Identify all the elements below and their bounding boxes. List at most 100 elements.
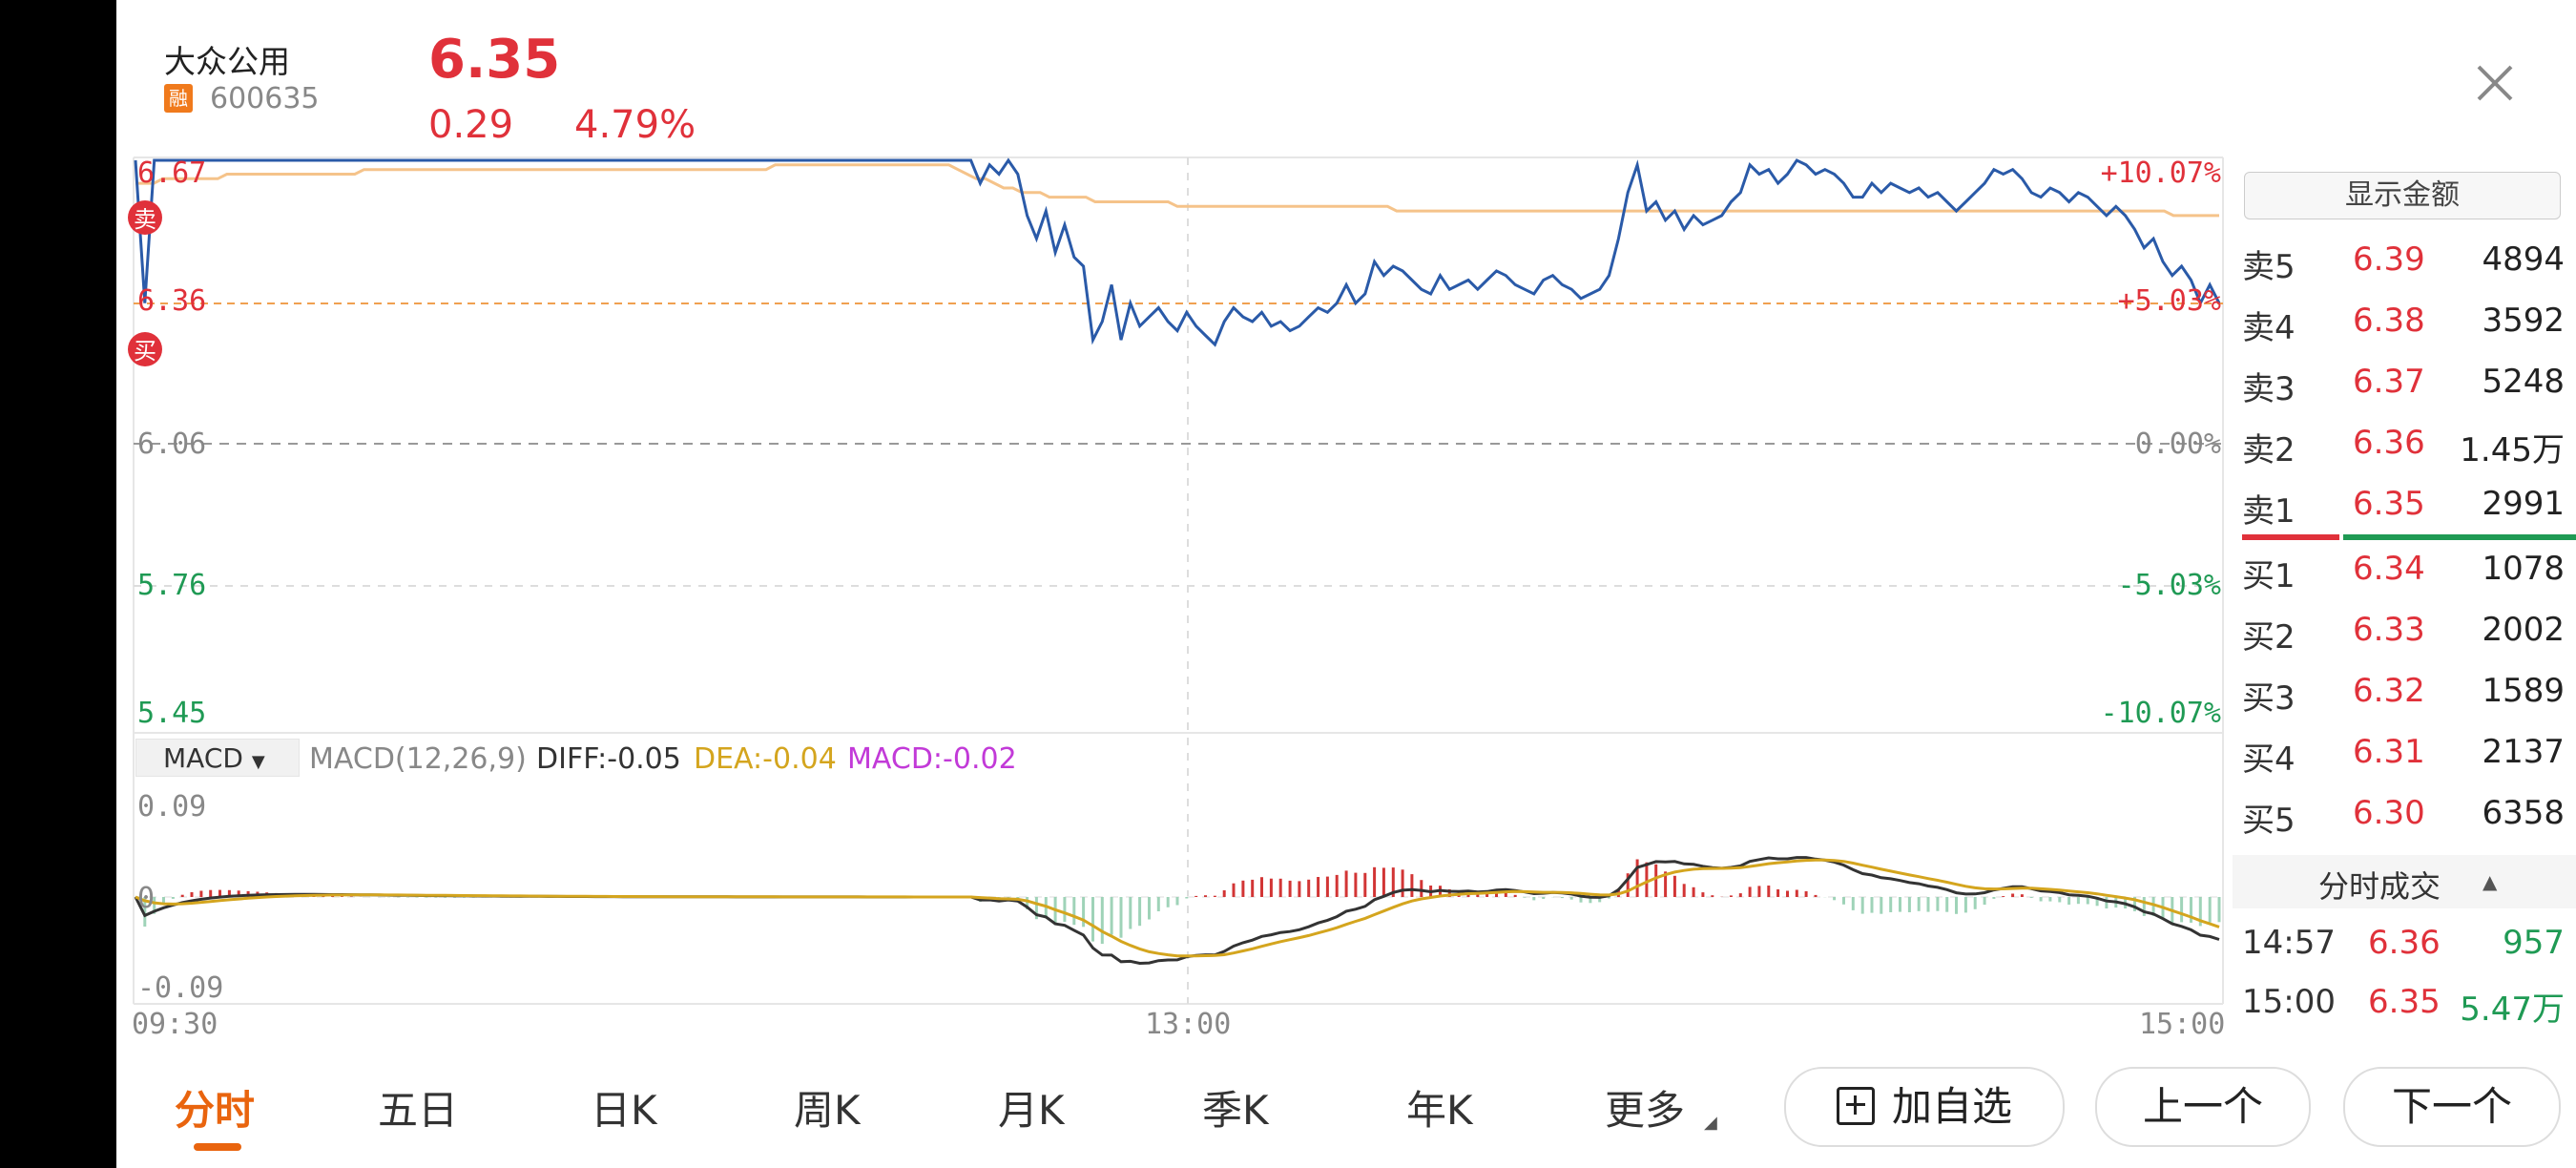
- price-line: [134, 157, 2221, 347]
- dea-line: [135, 858, 2220, 958]
- bid-depth-bar: [2343, 534, 2576, 540]
- price-label-upper: 6.36: [137, 284, 207, 318]
- ask-row: 卖5 6.39 4894: [2242, 235, 2565, 296]
- pct-label-low: -10.07%: [2100, 697, 2221, 730]
- ask-row-price: 6.39: [2353, 240, 2425, 279]
- bid-row-price: 6.32: [2353, 672, 2425, 710]
- macd-dea: DEA:-0.04: [694, 742, 837, 776]
- indicator-selector[interactable]: MACD ▼: [135, 739, 300, 777]
- triangle-down-icon: ▼: [251, 752, 265, 772]
- macd-label-zero: 0: [137, 882, 156, 915]
- ask-list: 卖5 6.39 4894 卖4 6.38 3592 卖3 6.37 5248 卖…: [2242, 235, 2565, 540]
- active-tab-indicator: [194, 1143, 241, 1151]
- price-label-lower: 5.76: [137, 569, 207, 602]
- price-label-mid: 6.06: [137, 428, 207, 461]
- price-label-low: 5.45: [137, 697, 207, 730]
- bid-row-label: 买3: [2242, 679, 2296, 718]
- ticks-title: 分时成交: [2318, 868, 2441, 905]
- bid-list: 买1 6.34 1078 买2 6.33 2002 买3 6.32 1589 买…: [2242, 544, 2565, 849]
- stock-code: 600635: [210, 82, 320, 115]
- ask-row-price: 6.36: [2353, 424, 2425, 462]
- bid-row-price: 6.33: [2353, 611, 2425, 649]
- add-watchlist-button[interactable]: 加自选: [1784, 1067, 2065, 1147]
- tick-row-price: 6.35: [2368, 983, 2441, 1021]
- bid-row-label: 买4: [2242, 740, 2296, 779]
- current-price: 6.35: [428, 29, 561, 91]
- close-button[interactable]: [2471, 59, 2519, 107]
- ask-row-volume: 4894: [2482, 240, 2565, 279]
- price-label-high: 6.67: [137, 156, 207, 190]
- bid-row-volume: 1078: [2482, 550, 2565, 588]
- close-icon: [2477, 65, 2513, 101]
- tick-row-time: 14:57: [2242, 924, 2336, 962]
- margin-badge: 融: [164, 84, 193, 113]
- price-lines: [134, 157, 2221, 347]
- macd-histogram: [143, 859, 2221, 945]
- tick-row-time: 15:00: [2242, 983, 2336, 1021]
- bid-row-volume: 6358: [2482, 794, 2565, 832]
- bid-row: 买5 6.30 6358: [2242, 788, 2565, 849]
- price-change-pct: 4.79%: [574, 103, 696, 147]
- intraday-chart[interactable]: 卖 买: [0, 0, 2233, 1050]
- bid-row-price: 6.31: [2353, 733, 2425, 771]
- ticks-header[interactable]: [2233, 855, 2576, 908]
- bid-row: 买1 6.34 1078: [2242, 544, 2565, 605]
- bid-row: 买4 6.31 2137: [2242, 727, 2565, 788]
- ask-row-label: 卖1: [2242, 492, 2296, 531]
- pct-label-upper: +5.03%: [2117, 284, 2221, 318]
- ask-row-volume: 3592: [2482, 302, 2565, 340]
- pct-label-high: +10.07%: [2100, 156, 2221, 190]
- ask-row-volume: 1.45万: [2460, 431, 2565, 469]
- sell-marker-label: 卖: [134, 206, 156, 233]
- ask-row: 卖1 6.35 2991: [2242, 479, 2565, 540]
- tab-more[interactable]: 更多: [1605, 1087, 1686, 1134]
- ask-row-label: 卖5: [2242, 248, 2296, 286]
- macd-label-low: -0.09: [137, 971, 224, 1005]
- previous-button[interactable]: 上一个: [2095, 1067, 2311, 1147]
- triangle-up-icon: ▲: [2483, 870, 2498, 893]
- tab-monthly-k[interactable]: 月K: [998, 1087, 1065, 1134]
- tab-yearly-k[interactable]: 年K: [1406, 1087, 1473, 1134]
- buy-marker[interactable]: [128, 332, 162, 366]
- tick-list: 14:57 6.36 957 15:00 6.35 5.47万: [2242, 924, 2565, 1042]
- next-button[interactable]: 下一个: [2343, 1067, 2561, 1147]
- price-change: 0.29: [428, 103, 514, 147]
- buy-marker-label: 买: [134, 338, 156, 365]
- time-label-open: 09:30: [132, 1008, 218, 1041]
- tab-weekly-k[interactable]: 周K: [794, 1087, 861, 1134]
- ask-row: 卖2 6.36 1.45万: [2242, 418, 2565, 479]
- tick-row: 14:57 6.36 957: [2242, 924, 2565, 983]
- ask-row: 卖3 6.37 5248: [2242, 357, 2565, 418]
- sell-marker[interactable]: [128, 200, 162, 235]
- ask-row-volume: 5248: [2482, 363, 2565, 401]
- tick-row-price: 6.36: [2368, 924, 2441, 962]
- average-line: [135, 163, 2219, 218]
- tick-row: 15:00 6.35 5.47万: [2242, 983, 2565, 1042]
- pct-label-mid: 0.00%: [2134, 428, 2221, 461]
- bid-row-price: 6.30: [2353, 794, 2425, 832]
- corner-triangle-icon: ◢: [1704, 1113, 1717, 1133]
- show-amount-button[interactable]: 显示金额: [2244, 172, 2561, 219]
- macd-lines: [134, 856, 2220, 966]
- ask-row-volume: 2991: [2482, 485, 2565, 523]
- tab-daily-k[interactable]: 日K: [591, 1087, 657, 1134]
- ask-row-label: 卖4: [2242, 309, 2296, 347]
- tab-five-day[interactable]: 五日: [378, 1087, 459, 1134]
- tab-quarterly-k[interactable]: 季K: [1202, 1087, 1269, 1134]
- bid-row: 买3 6.32 1589: [2242, 666, 2565, 727]
- ask-row-price: 6.35: [2353, 485, 2425, 523]
- bid-row-label: 买5: [2242, 802, 2296, 840]
- time-label-close: 15:00: [2139, 1008, 2226, 1041]
- macd-value: MACD:-0.02: [847, 742, 1017, 776]
- bid-row-volume: 2002: [2482, 611, 2565, 649]
- stock-name: 大众公用: [164, 43, 290, 80]
- bid-row: 买2 6.33 2002: [2242, 605, 2565, 666]
- bid-row-label: 买2: [2242, 618, 2296, 657]
- tab-intraday[interactable]: 分时: [175, 1087, 256, 1134]
- macd-label-high: 0.09: [137, 790, 207, 824]
- time-label-noon: 13:00: [1145, 1008, 1232, 1041]
- plus-box-icon: [1836, 1087, 1875, 1125]
- macd-diff: DIFF:-0.05: [536, 742, 681, 776]
- macd-params: MACD(12,26,9): [309, 742, 527, 776]
- indicator-selector-label: MACD: [163, 742, 243, 774]
